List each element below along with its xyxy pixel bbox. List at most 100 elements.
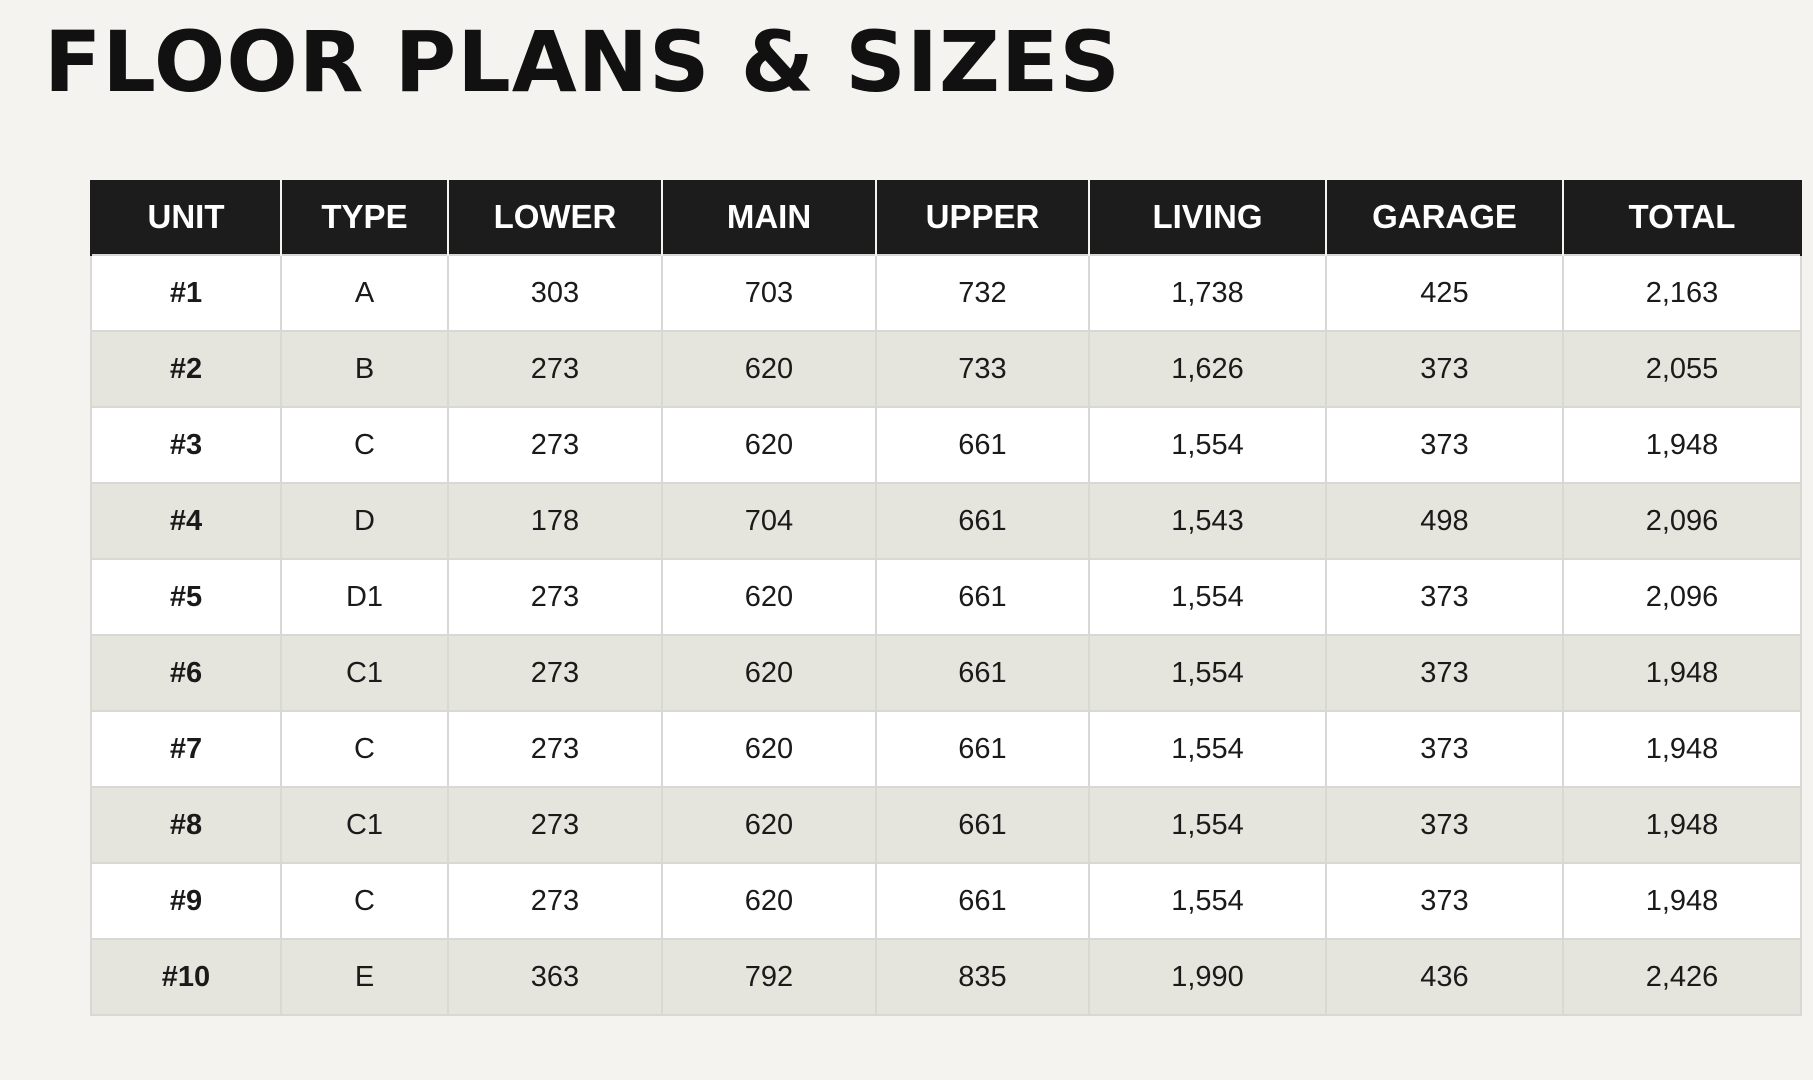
cell-total: 2,426: [1562, 938, 1802, 1016]
cell-upper: 661: [875, 786, 1090, 864]
cell-type: C: [280, 862, 449, 940]
cell-living: 1,554: [1088, 406, 1327, 484]
cell-total: 1,948: [1562, 710, 1802, 788]
cell-living: 1,626: [1088, 330, 1327, 408]
cell-total: 1,948: [1562, 862, 1802, 940]
cell-type: B: [280, 330, 449, 408]
table-row: #6 C1 273 620 661 1,554 373 1,948: [90, 634, 1802, 712]
cell-main: 620: [661, 406, 877, 484]
column-header-garage: GARAGE: [1325, 180, 1564, 255]
cell-living: 1,554: [1088, 634, 1327, 712]
cell-main: 792: [661, 938, 877, 1016]
cell-unit: #5: [90, 558, 282, 636]
column-header-living: LIVING: [1088, 180, 1327, 255]
cell-type: C1: [280, 634, 449, 712]
cell-type: D: [280, 482, 449, 560]
column-header-main: MAIN: [661, 180, 877, 255]
table-body: #1 A 303 703 732 1,738 425 2,163 #2 B 273 620 733 1,6…: [90, 254, 1802, 1016]
column-header-type: TYPE: [280, 180, 449, 255]
cell-living: 1,990: [1088, 938, 1327, 1016]
cell-garage: 425: [1325, 254, 1564, 332]
cell-lower: 273: [447, 786, 663, 864]
table-row: #5 D1 273 620 661 1,554 373 2,096: [90, 558, 1802, 636]
cell-main: 704: [661, 482, 877, 560]
cell-unit: #2: [90, 330, 282, 408]
cell-type: C: [280, 710, 449, 788]
cell-unit: #10: [90, 938, 282, 1016]
cell-upper: 661: [875, 558, 1090, 636]
cell-lower: 273: [447, 330, 663, 408]
table-row: #4 D 178 704 661 1,543 498 2,096: [90, 482, 1802, 560]
column-header-total: TOTAL: [1562, 180, 1802, 255]
cell-type: D1: [280, 558, 449, 636]
cell-lower: 273: [447, 634, 663, 712]
cell-main: 703: [661, 254, 877, 332]
cell-lower: 363: [447, 938, 663, 1016]
cell-lower: 303: [447, 254, 663, 332]
cell-main: 620: [661, 786, 877, 864]
cell-garage: 373: [1325, 634, 1564, 712]
cell-garage: 373: [1325, 710, 1564, 788]
cell-total: 2,055: [1562, 330, 1802, 408]
cell-lower: 178: [447, 482, 663, 560]
cell-living: 1,554: [1088, 786, 1327, 864]
cell-main: 620: [661, 330, 877, 408]
cell-living: 1,554: [1088, 710, 1327, 788]
cell-upper: 733: [875, 330, 1090, 408]
column-header-lower: LOWER: [447, 180, 663, 255]
table-row: #9 C 273 620 661 1,554 373 1,948: [90, 862, 1802, 940]
table-row: #7 C 273 620 661 1,554 373 1,948: [90, 710, 1802, 788]
cell-unit: #3: [90, 406, 282, 484]
table-row: #3 C 273 620 661 1,554 373 1,948: [90, 406, 1802, 484]
cell-lower: 273: [447, 406, 663, 484]
cell-type: A: [280, 254, 449, 332]
cell-garage: 373: [1325, 558, 1564, 636]
cell-unit: #8: [90, 786, 282, 864]
floor-plans-table: UNIT TYPE LOWER MAIN UPPER LIVING GARAGE TOTAL …: [90, 180, 1802, 1016]
cell-upper: 732: [875, 254, 1090, 332]
cell-main: 620: [661, 558, 877, 636]
cell-upper: 661: [875, 406, 1090, 484]
cell-upper: 661: [875, 482, 1090, 560]
cell-upper: 661: [875, 634, 1090, 712]
cell-total: 1,948: [1562, 634, 1802, 712]
cell-unit: #1: [90, 254, 282, 332]
cell-unit: #9: [90, 862, 282, 940]
table-row: #2 B 273 620 733 1,626 373 2,055: [90, 330, 1802, 408]
cell-garage: 373: [1325, 786, 1564, 864]
cell-type: C: [280, 406, 449, 484]
cell-living: 1,543: [1088, 482, 1327, 560]
cell-main: 620: [661, 634, 877, 712]
cell-main: 620: [661, 862, 877, 940]
table-row: #8 C1 273 620 661 1,554 373 1,948: [90, 786, 1802, 864]
cell-type: C1: [280, 786, 449, 864]
cell-lower: 273: [447, 558, 663, 636]
cell-total: 2,096: [1562, 482, 1802, 560]
cell-upper: 661: [875, 862, 1090, 940]
cell-garage: 373: [1325, 406, 1564, 484]
cell-living: 1,554: [1088, 558, 1327, 636]
header-row: UNIT TYPE LOWER MAIN UPPER LIVING GARAGE TOTAL: [90, 180, 1802, 255]
cell-type: E: [280, 938, 449, 1016]
column-header-unit: UNIT: [90, 180, 282, 255]
cell-total: 1,948: [1562, 406, 1802, 484]
floor-plans-table-container: UNIT TYPE LOWER MAIN UPPER LIVING GARAGE TOTAL …: [90, 180, 1802, 1016]
cell-lower: 273: [447, 710, 663, 788]
cell-upper: 835: [875, 938, 1090, 1016]
page-title: FLOOR PLANS & SIZES: [44, 13, 1121, 111]
cell-living: 1,738: [1088, 254, 1327, 332]
cell-living: 1,554: [1088, 862, 1327, 940]
cell-upper: 661: [875, 710, 1090, 788]
cell-garage: 498: [1325, 482, 1564, 560]
cell-total: 2,163: [1562, 254, 1802, 332]
cell-unit: #7: [90, 710, 282, 788]
table-row: #10 E 363 792 835 1,990 436 2,426: [90, 938, 1802, 1016]
table-row: #1 A 303 703 732 1,738 425 2,163: [90, 254, 1802, 332]
cell-main: 620: [661, 710, 877, 788]
cell-total: 1,948: [1562, 786, 1802, 864]
table-header: UNIT TYPE LOWER MAIN UPPER LIVING GARAGE TOTAL: [90, 180, 1802, 255]
cell-garage: 373: [1325, 862, 1564, 940]
cell-lower: 273: [447, 862, 663, 940]
cell-garage: 373: [1325, 330, 1564, 408]
cell-total: 2,096: [1562, 558, 1802, 636]
